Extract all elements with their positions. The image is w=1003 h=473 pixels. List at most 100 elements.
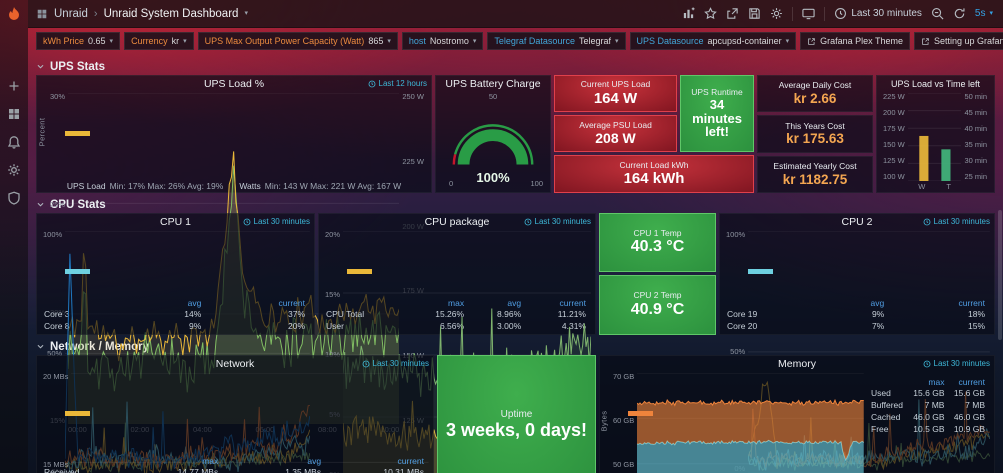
legend-header[interactable]: current [958, 377, 985, 387]
ups-load-vs-time-chart[interactable]: 225 W 200 W 175 W 150 W 125 W 100 W 50 min 45 m… [877, 91, 994, 192]
caret-down-icon: ▾ [244, 10, 248, 17]
series-name[interactable]: CPU Total [326, 309, 365, 319]
legend-header[interactable]: current [397, 456, 424, 466]
series-name[interactable]: Watts [239, 180, 261, 191]
row-header-ups-stats[interactable]: UPS Stats [36, 58, 995, 75]
y-axis-label: Bytes [599, 410, 609, 432]
share-button[interactable] [726, 7, 739, 20]
cpu-package-chart[interactable]: 20%15%10%5%0%11:0511:1011:1511:2011:2511… [319, 229, 595, 473]
dashboard-settings-button[interactable] [770, 7, 783, 20]
row-header-cpu-stats[interactable]: CPU Stats [36, 196, 995, 213]
series-name[interactable]: Used [871, 388, 891, 398]
panel-title[interactable]: UPS Runtime [691, 86, 743, 97]
legend-header[interactable]: avg [507, 298, 522, 308]
panel-ups-load-vs-time-left: UPS Load vs Time left 225 W 200 W 175 W 150… [876, 75, 995, 193]
link-ups-monitoring-guide[interactable]: Setting up Grafana and InfluxDB for UPS … [914, 32, 1003, 50]
configuration-gear-icon[interactable] [7, 163, 21, 177]
legend-row[interactable]: Buffered 7 MB 7 MB [628, 399, 988, 416]
panel-title[interactable]: Estimated Yearly Cost [773, 161, 857, 172]
legend-row[interactable]: Free 10.5 GB 10.9 GB [628, 411, 988, 435]
panel-title[interactable]: CPU 2 Temp [633, 290, 682, 301]
series-name[interactable]: User [326, 321, 344, 331]
dashboards-icon[interactable] [7, 107, 21, 121]
help-shield-icon[interactable] [7, 191, 21, 205]
panel-title[interactable]: Memory [778, 357, 816, 370]
series-name[interactable]: Received [44, 467, 80, 473]
plot-area[interactable] [637, 373, 864, 473]
create-plus-icon[interactable] [7, 79, 21, 93]
grafana-logo[interactable] [0, 0, 28, 27]
panel-title[interactable]: Average PSU Load [579, 119, 652, 130]
panel-title[interactable]: Network [215, 357, 255, 370]
legend-row[interactable]: Core 20 7% 15% [726, 269, 988, 332]
cpu2-chart[interactable]: 100%50%0%11:0511:1011:1511:2011:2511:30 [720, 229, 994, 298]
series-name[interactable]: Free [871, 424, 889, 434]
legend-row[interactable]: Used 15.6 GB 15.6 GB [628, 387, 988, 416]
add-panel-button[interactable] [682, 7, 695, 20]
legend-header[interactable]: avg [187, 298, 202, 308]
legend-row[interactable]: Cached 46.0 GB 46.0 GB [628, 411, 988, 423]
cpu1-chart[interactable]: 100%50%0%11:0511:1011:1511:2011:2511:30 [37, 229, 314, 473]
save-button[interactable] [748, 7, 761, 20]
variable-kwh-price[interactable]: kWh Price 0.65 ▾ [36, 32, 121, 50]
panel-title[interactable]: This Years Cost [785, 120, 845, 131]
battery-gauge[interactable]: 100% 0 50 100 [436, 91, 550, 192]
panel-title[interactable]: Uptime [500, 408, 533, 420]
y-tick: 40 min [964, 124, 987, 134]
legend-item[interactable]: Watts Min: 143 W Max: 221 W Avg: 167 W [65, 131, 401, 191]
panel-title[interactable]: Current UPS Load [580, 79, 651, 90]
variable-host[interactable]: host Nostromo ▾ [401, 32, 484, 50]
scrollbar-thumb[interactable] [998, 210, 1002, 340]
time-range-picker[interactable]: Last 30 minutes [834, 7, 922, 20]
series-name[interactable]: UPS Load [66, 180, 106, 191]
series-name[interactable]: Core 20 [727, 321, 758, 331]
y-tick: 100 W [883, 172, 905, 182]
series-name[interactable]: Cached [871, 412, 901, 422]
refresh-interval-picker[interactable]: 5s ▾ [975, 8, 993, 19]
panel-title[interactable]: UPS Load % [203, 77, 265, 90]
panel-title[interactable]: UPS Battery Charge [445, 77, 541, 90]
legend-header[interactable]: avg [307, 456, 322, 466]
favorite-star-button[interactable] [704, 7, 718, 20]
variable-telegraf-datasource[interactable]: Telegraf Datasource Telegraf ▾ [487, 32, 626, 50]
panel-title[interactable]: CPU 1 Temp [633, 227, 682, 238]
legend-header[interactable]: avg [870, 298, 885, 308]
legend-row[interactable]: User 6.56% 3.00% 4.31% [325, 269, 589, 332]
variable-value: apcupsd-container [707, 36, 782, 46]
legend-header[interactable]: current [278, 298, 305, 308]
y-tick: 25 min [964, 172, 987, 182]
legend-header[interactable]: current [958, 298, 985, 308]
variable-currency[interactable]: Currency kr ▾ [124, 32, 194, 50]
zoom-out-button[interactable] [931, 7, 944, 20]
plot-area[interactable] [908, 93, 962, 181]
breadcrumb-folder[interactable]: Unraid [54, 7, 88, 20]
panel-title[interactable]: UPS Load vs Time left [890, 78, 981, 89]
panel-title[interactable]: CPU 2 [841, 215, 873, 228]
variable-ups-datasource[interactable]: UPS Datasource apcupsd-container ▾ [629, 32, 797, 50]
legend-header[interactable]: max [928, 377, 945, 387]
series-name[interactable]: Core 3 [44, 309, 70, 319]
legend-row[interactable]: Core 8 9% 20% [43, 269, 308, 332]
series-name[interactable]: Buffered [871, 400, 903, 410]
cycle-view-button[interactable] [802, 7, 815, 20]
panel-title[interactable]: CPU package [424, 215, 490, 228]
series-name[interactable]: Core 19 [727, 309, 758, 319]
panel-title[interactable]: Current Load kWh [619, 159, 689, 170]
legend-header[interactable]: max [202, 456, 219, 466]
panel-title[interactable]: Average Daily Cost [778, 80, 852, 91]
variable-ups-max-output[interactable]: UPS Max Output Power Capacity (Watt) 865… [197, 32, 398, 50]
plot-area[interactable] [71, 373, 429, 473]
refresh-icon [954, 8, 965, 19]
refresh-button[interactable] [953, 7, 966, 20]
panel-title[interactable]: CPU 1 [160, 215, 191, 228]
series-name[interactable]: Core 8 [44, 321, 70, 331]
alerting-bell-icon[interactable] [7, 135, 21, 149]
legend-header[interactable]: max [448, 298, 465, 308]
legend-header[interactable]: current [559, 298, 586, 308]
breadcrumb-title[interactable]: Unraid System Dashboard [103, 7, 239, 20]
link-grafana-plex-theme[interactable]: Grafana Plex Theme [800, 32, 910, 50]
